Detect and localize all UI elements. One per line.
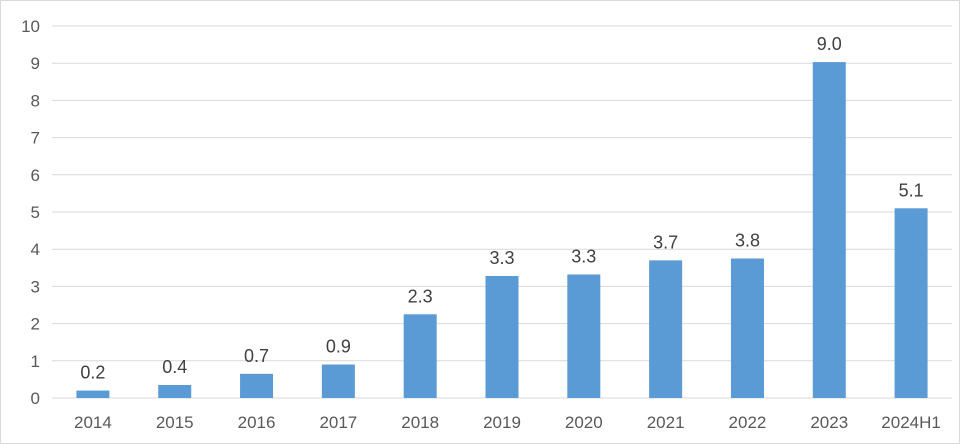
bar-2017: [321, 364, 355, 398]
x-tick-label: 2021: [647, 413, 685, 432]
bar-2015: [158, 384, 192, 398]
y-tick-label: 7: [31, 129, 40, 148]
x-tick-label: 2016: [238, 413, 276, 432]
bar-2016: [240, 373, 274, 398]
y-tick-label: 4: [31, 240, 40, 259]
data-label: 0.2: [80, 363, 105, 383]
data-label: 3.3: [571, 246, 596, 266]
y-tick-label: 6: [31, 166, 40, 185]
x-tick-label: 2014: [74, 413, 112, 432]
y-tick-label: 10: [21, 17, 40, 36]
x-tick-label: 2024H1: [881, 413, 941, 432]
data-label: 5.1: [899, 180, 924, 200]
y-tick-label: 0: [31, 389, 40, 408]
data-label: 3.7: [653, 232, 678, 252]
data-label: 2.3: [408, 286, 433, 306]
bar-2014: [76, 390, 110, 398]
x-tick-label: 2018: [401, 413, 439, 432]
y-tick-label: 3: [31, 277, 40, 296]
y-tick-label: 9: [31, 54, 40, 73]
data-label: 9.0: [817, 34, 842, 54]
data-label: 0.4: [162, 357, 187, 377]
x-tick-label: 2022: [729, 413, 767, 432]
bar-2019: [485, 275, 519, 398]
y-tick-label: 8: [31, 91, 40, 110]
y-tick-label: 1: [31, 352, 40, 371]
y-tick-label: 2: [31, 315, 40, 334]
data-label: 3.3: [489, 248, 514, 268]
bar-2023: [812, 62, 846, 399]
y-tick-label: 5: [31, 203, 40, 222]
bar-2024H1: [894, 208, 928, 398]
data-label: 3.8: [735, 231, 760, 251]
bar-2021: [649, 260, 683, 398]
x-tick-label: 2017: [319, 413, 357, 432]
x-tick-label: 2020: [565, 413, 603, 432]
x-tick-label: 2023: [810, 413, 848, 432]
data-label: 0.9: [326, 337, 351, 357]
x-tick-label: 2019: [483, 413, 521, 432]
x-tick-label: 2015: [156, 413, 194, 432]
bar-2020: [567, 274, 601, 398]
data-label: 0.7: [244, 346, 269, 366]
bar-2018: [403, 314, 437, 398]
bar-2022: [730, 258, 764, 398]
